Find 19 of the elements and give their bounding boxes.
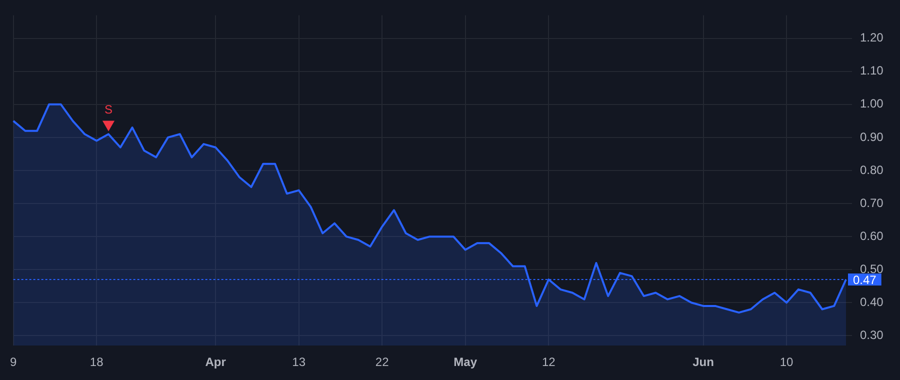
- y-tick-label: 1.20: [860, 30, 884, 45]
- y-tick-label: 0.90: [860, 130, 884, 144]
- y-tick-label: 0.80: [860, 162, 884, 177]
- x-tick-label: 22: [375, 355, 390, 370]
- y-tick-label: 0.60: [860, 228, 884, 243]
- x-tick-label: Apr: [205, 355, 226, 370]
- x-tick-label: 12: [542, 355, 556, 370]
- annotation: S: [104, 102, 113, 117]
- x-tick-label: 10: [780, 355, 794, 370]
- x-tick-label: 13: [292, 355, 306, 370]
- x-tick-label: 18: [90, 355, 104, 370]
- x-tick-label: May: [454, 355, 478, 370]
- y-tick-label: 0.30: [860, 328, 884, 342]
- y-tick-label: 1.10: [860, 64, 884, 78]
- y-tick-label: 0.40: [860, 294, 884, 309]
- x-tick-label: 9: [10, 355, 17, 370]
- x-tick-label: Jun: [692, 355, 714, 370]
- y-tick-label: 0.70: [860, 196, 884, 210]
- y-tick-label: 1.00: [860, 96, 884, 111]
